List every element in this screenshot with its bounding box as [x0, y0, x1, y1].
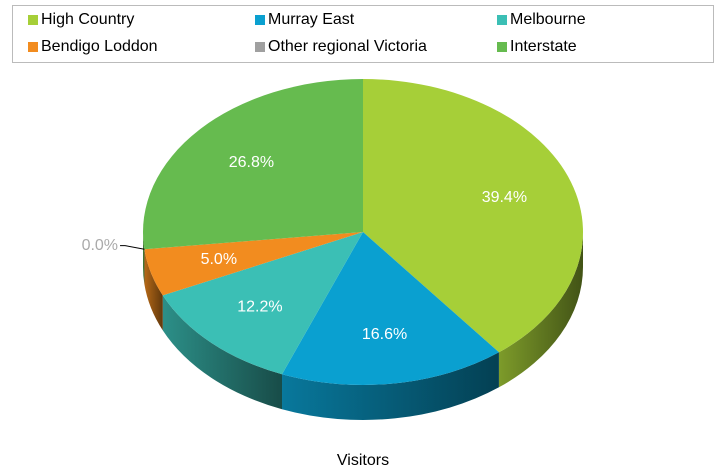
slice-side — [144, 249, 163, 331]
slice — [363, 79, 583, 353]
data-label: 12.2% — [237, 299, 282, 316]
legend-swatch — [255, 42, 265, 52]
slice — [144, 232, 363, 296]
slice-side — [162, 295, 283, 410]
legend-label: Murray East — [268, 11, 355, 28]
legend-swatch — [28, 15, 38, 25]
data-label: 5.0% — [201, 251, 237, 268]
slice-side — [143, 232, 145, 285]
slice — [162, 232, 363, 375]
legend-swatch — [255, 15, 265, 25]
data-label: 16.6% — [362, 326, 407, 343]
data-label: 26.8% — [229, 154, 274, 171]
leader-line — [120, 245, 145, 250]
legend-label: Bendigo Loddon — [41, 38, 158, 55]
legend-swatch — [497, 42, 507, 52]
data-label: 39.4% — [482, 189, 527, 206]
slice — [143, 79, 363, 250]
legend-label: Other regional Victoria — [268, 38, 427, 55]
chart-title: Visitors — [337, 452, 389, 469]
legend-box — [12, 5, 714, 63]
legend-label: High Country — [41, 11, 134, 28]
data-label: 0.0% — [82, 237, 118, 254]
slice — [282, 232, 499, 385]
legend-swatch — [28, 42, 38, 52]
slice-side — [282, 352, 499, 420]
legend-swatch — [497, 15, 507, 25]
legend-label: Interstate — [510, 38, 577, 55]
slice-side — [498, 232, 583, 388]
legend-label: Melbourne — [510, 11, 586, 28]
